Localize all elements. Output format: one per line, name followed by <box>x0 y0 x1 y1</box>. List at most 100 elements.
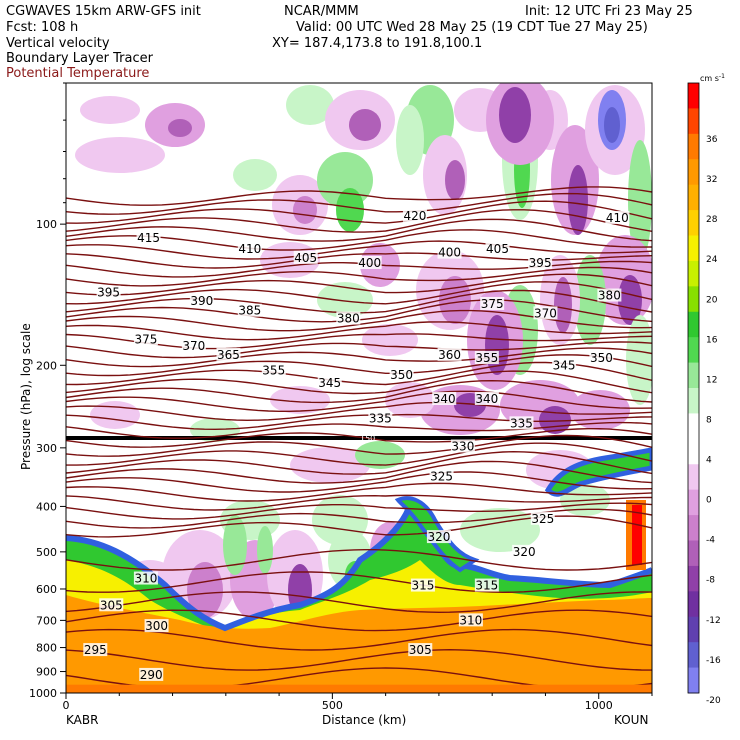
y-tick-label: 200 <box>36 359 57 372</box>
wave-cell <box>286 85 334 125</box>
theta-label-bg <box>133 571 158 585</box>
theta-label: 325 <box>531 512 554 526</box>
theta-label: 335 <box>510 416 533 430</box>
colorbar-label: 36 <box>706 135 718 145</box>
theta-contour <box>66 266 652 287</box>
wave-cell <box>626 315 652 405</box>
wave-cell <box>445 160 465 200</box>
theta-contour <box>66 450 652 475</box>
field-boundary-layer-tracer: Boundary Layer Tracer <box>6 51 153 66</box>
theta-label-bg <box>597 288 622 302</box>
wave-cell <box>499 87 531 143</box>
theta-label-bg <box>589 351 614 365</box>
theta-contour <box>66 460 652 484</box>
plot-frame <box>65 82 653 694</box>
colorbar-label: -8 <box>706 576 715 586</box>
init-time: Init: 12 UTC Fri 23 May 25 <box>525 4 693 19</box>
theta-label: 340 <box>475 392 498 406</box>
theta-label-bg <box>528 255 553 269</box>
colorbar-swatch <box>688 337 699 364</box>
theta-label-bg <box>474 391 499 405</box>
x-tick-label: 500 <box>322 699 343 712</box>
theta-label-bg <box>181 339 206 353</box>
theta-label-bg <box>426 530 451 544</box>
theta-label-bg <box>410 578 435 592</box>
theta-label-bg <box>237 242 262 256</box>
theta-label: 400 <box>358 256 381 270</box>
theta-label: 340 <box>433 392 456 406</box>
theta-label-bg <box>437 245 462 259</box>
theta-contour <box>66 281 652 305</box>
organization: NCAR/MMM <box>284 4 359 19</box>
theta-label: 405 <box>486 242 509 256</box>
wave-cell <box>355 441 405 469</box>
theta-label: 380 <box>337 312 360 326</box>
wave-cell <box>349 109 381 141</box>
field-vertical-velocity: Vertical velocity <box>6 36 110 51</box>
wave-cell <box>223 515 247 575</box>
theta-label-bg <box>368 411 393 425</box>
wave-cell <box>270 386 330 414</box>
theta-label: 375 <box>134 332 157 346</box>
valid-time: Valid: 00 UTC Wed 28 May 25 (19 CDT Tue … <box>296 20 648 35</box>
theta-label-bg <box>474 351 499 365</box>
theta-label: 420 <box>403 209 426 223</box>
model-title: CGWAVES 15km ARW-GFS init <box>6 4 201 19</box>
colorbar-swatch <box>688 591 699 618</box>
theta-contour <box>66 273 652 296</box>
theta-contour <box>66 482 652 502</box>
theta-label-bg <box>552 358 577 372</box>
colorbar-swatch <box>688 362 699 389</box>
theta-contour <box>66 341 652 359</box>
theta-label: 370 <box>534 306 557 320</box>
theta-label-bg <box>402 208 427 222</box>
terrain-cross-section <box>66 684 652 693</box>
wave-cell <box>75 137 165 173</box>
theta-label: 320 <box>427 530 450 544</box>
theta-label: 355 <box>475 351 498 365</box>
theta-contour <box>66 508 652 529</box>
theta-label: 310 <box>459 613 482 627</box>
wave-cell <box>362 324 418 356</box>
colorbar-swatch <box>688 565 699 592</box>
theta-label: 395 <box>97 286 120 300</box>
theta-label: 290 <box>140 668 163 682</box>
theta-label-bg <box>408 643 433 657</box>
y-tick-label: 100 <box>36 218 57 231</box>
theta-label-bg <box>261 363 286 377</box>
colorbar-label: 4 <box>706 456 712 466</box>
theta-label: 300 <box>145 619 168 633</box>
vertical-velocity-field <box>66 83 652 693</box>
theta-label: 350 <box>590 351 613 365</box>
wave-cell <box>439 276 471 324</box>
x-right-endpoint: KOUN <box>614 713 648 727</box>
theta-label: 365 <box>217 348 240 362</box>
colorbar-label: 16 <box>706 335 718 345</box>
theta-label-bg <box>216 347 241 361</box>
convective-updraft-core <box>632 505 642 565</box>
wave-cell <box>385 382 435 418</box>
theta-labels: 415 410 405 400 420 400 405 395 410 395 390 385 380 3… <box>83 208 630 682</box>
theta-contour <box>66 209 652 233</box>
colorbar-frame <box>687 82 700 694</box>
y-tick-label: 800 <box>36 642 57 655</box>
x-left-endpoint: KABR <box>66 713 98 727</box>
theta-label: 415 <box>137 231 160 245</box>
theta-contour <box>66 229 652 251</box>
theta-label: 375 <box>481 297 504 311</box>
wave-cell <box>618 275 642 325</box>
theta-label-bg <box>139 667 164 681</box>
wave-cell <box>317 282 373 318</box>
theta-contour <box>66 413 652 431</box>
tracer-dome-right <box>544 447 652 497</box>
theta-label: 405 <box>294 251 317 265</box>
theta-label: 370 <box>182 339 205 353</box>
wave-cell <box>257 526 273 574</box>
wave-cell <box>80 96 140 124</box>
theta-label-bg <box>136 230 161 244</box>
theta-label-bg <box>530 511 555 525</box>
y-tick-label: 1000 <box>29 687 57 700</box>
colorbar-swatch <box>688 235 699 262</box>
x-axis: 0 500 1000 <box>63 693 653 712</box>
